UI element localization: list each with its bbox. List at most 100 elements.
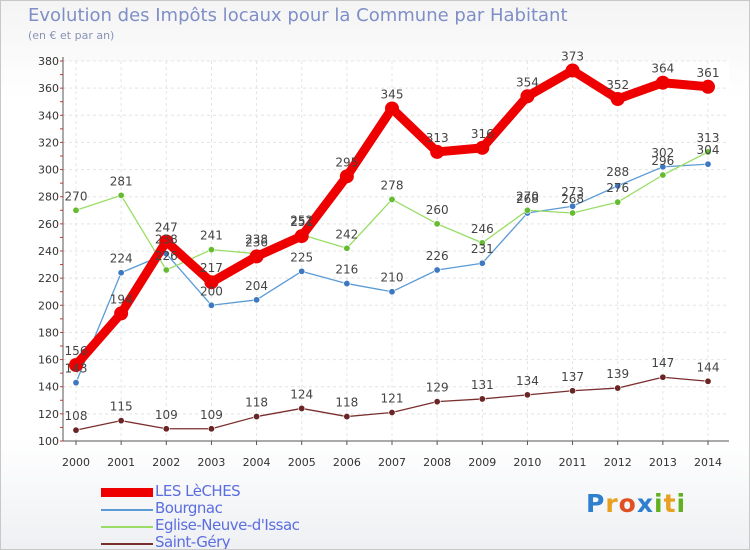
series-lines-layer	[69, 63, 715, 434]
data-point-eglise-neuve-d-issac	[162, 266, 170, 274]
data-label-eglise-neuve-d-issac: 226	[155, 249, 178, 263]
data-point-saint-g-ry	[162, 425, 170, 433]
x-tick-label: 2012	[604, 456, 632, 469]
data-point-saint-g-ry	[659, 373, 667, 381]
logo-letter: i	[676, 489, 687, 518]
data-point-bourgnac	[343, 280, 351, 288]
data-point-saint-g-ry	[704, 377, 712, 385]
data-point-eglise-neuve-d-issac	[523, 206, 531, 214]
data-label-eglise-neuve-d-issac: 313	[697, 131, 720, 145]
data-label-les-l-ches: 316	[471, 127, 494, 141]
x-tick-label: 2004	[243, 456, 271, 469]
x-tick-label: 2007	[378, 456, 406, 469]
logo-letter: i	[654, 489, 664, 518]
y-tick-label: 260	[38, 218, 59, 231]
data-point-les-l-ches	[475, 140, 490, 155]
legend-label: Saint-Géry	[155, 533, 231, 550]
data-point-eglise-neuve-d-issac	[569, 209, 577, 217]
legend-swatch	[101, 488, 153, 497]
data-label-eglise-neuve-d-issac: 281	[110, 174, 133, 188]
legend-label: LES LèCHES	[155, 482, 241, 500]
data-point-bourgnac	[72, 379, 80, 387]
data-point-bourgnac	[614, 182, 622, 190]
data-point-les-l-ches	[159, 234, 174, 249]
y-tick-label: 220	[38, 272, 59, 285]
data-point-les-l-ches	[430, 144, 445, 159]
data-label-bourgnac: 302	[651, 146, 674, 160]
legend-swatch	[101, 526, 153, 528]
data-point-les-l-ches	[655, 75, 670, 90]
x-tick-label: 2005	[288, 456, 316, 469]
data-point-saint-g-ry	[207, 425, 215, 433]
x-tick-label: 2006	[333, 456, 361, 469]
data-point-les-l-ches	[610, 92, 625, 106]
data-label-les-l-ches: 313	[426, 131, 449, 145]
y-tick-label: 340	[38, 109, 59, 122]
data-point-bourgnac	[117, 269, 125, 277]
data-label-les-l-ches: 247	[155, 221, 178, 235]
data-label-bourgnac: 226	[426, 249, 449, 263]
data-point-saint-g-ry	[523, 391, 531, 399]
data-label-eglise-neuve-d-issac: 260	[426, 203, 449, 217]
logo-letter: o	[618, 489, 637, 518]
data-label-eglise-neuve-d-issac: 268	[561, 192, 584, 206]
legend-label: Eglise-Neuve-d'Issac	[155, 516, 300, 534]
data-label-bourgnac: 288	[606, 165, 629, 179]
data-label-eglise-neuve-d-issac: 242	[335, 227, 358, 241]
data-label-saint-g-ry: 131	[471, 378, 494, 392]
data-point-eglise-neuve-d-issac	[478, 239, 486, 247]
data-label-eglise-neuve-d-issac: 246	[471, 222, 494, 236]
data-point-les-l-ches	[339, 169, 354, 184]
data-label-bourgnac: 204	[245, 279, 268, 293]
data-label-eglise-neuve-d-issac: 241	[200, 229, 223, 243]
data-label-bourgnac: 268	[516, 192, 539, 206]
data-label-les-l-ches: 236	[245, 235, 268, 249]
data-point-eglise-neuve-d-issac	[72, 206, 80, 214]
data-label-bourgnac: 225	[290, 250, 313, 264]
y-tick-label: 140	[38, 381, 59, 394]
data-label-saint-g-ry: 139	[606, 367, 629, 381]
data-label-les-l-ches: 156	[65, 344, 88, 358]
y-tick-label: 360	[38, 82, 59, 95]
data-point-les-l-ches	[520, 89, 535, 104]
data-label-les-l-ches: 361	[697, 66, 720, 80]
data-label-bourgnac: 143	[65, 362, 88, 376]
data-label-bourgnac: 231	[471, 242, 494, 256]
data-label-saint-g-ry: 109	[155, 408, 178, 422]
data-point-saint-g-ry	[478, 395, 486, 403]
data-point-eglise-neuve-d-issac	[343, 244, 351, 252]
data-point-bourgnac	[659, 163, 667, 171]
data-label-les-l-ches: 295	[335, 155, 358, 169]
data-point-les-l-ches	[69, 358, 83, 372]
data-point-bourgnac	[478, 259, 486, 267]
data-label-eglise-neuve-d-issac: 252	[290, 214, 313, 228]
data-label-eglise-neuve-d-issac: 270	[516, 189, 539, 203]
data-point-saint-g-ry	[388, 408, 396, 416]
logo-letter: t	[663, 489, 677, 518]
data-label-bourgnac: 216	[335, 263, 358, 277]
data-point-eglise-neuve-d-issac	[207, 246, 215, 254]
data-point-saint-g-ry	[569, 387, 577, 395]
line-chart: 100 120 140 160 180 200 220 240 260 280 300 320 340 3…	[38, 50, 729, 469]
data-point-eglise-neuve-d-issac	[704, 148, 712, 156]
data-label-saint-g-ry: 124	[290, 387, 313, 401]
data-point-saint-g-ry	[343, 413, 351, 421]
data-point-bourgnac	[388, 288, 396, 296]
y-tick-label: 280	[38, 191, 59, 204]
data-label-saint-g-ry: 147	[651, 356, 674, 370]
data-label-les-l-ches: 217	[200, 261, 223, 275]
data-label-saint-g-ry: 115	[110, 400, 133, 414]
data-label-les-l-ches: 345	[381, 88, 404, 102]
chart-subtitle: (en € et par an)	[28, 29, 115, 42]
data-label-eglise-neuve-d-issac: 278	[381, 178, 404, 192]
x-tick-label: 2010	[513, 456, 541, 469]
data-point-les-l-ches	[565, 63, 580, 78]
y-tick-label: 320	[38, 136, 59, 149]
data-point-eglise-neuve-d-issac	[614, 198, 622, 206]
data-point-saint-g-ry	[117, 417, 125, 425]
legend-swatch	[101, 543, 153, 545]
data-label-bourgnac: 210	[381, 271, 404, 285]
data-label-saint-g-ry: 129	[426, 381, 449, 395]
